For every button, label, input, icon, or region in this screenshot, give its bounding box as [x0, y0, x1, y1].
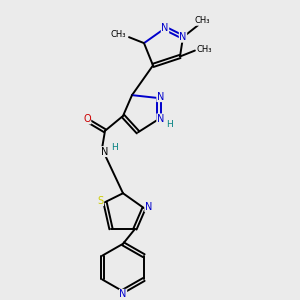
Text: N: N — [145, 202, 152, 212]
Text: O: O — [83, 114, 91, 124]
Text: CH₃: CH₃ — [196, 45, 212, 54]
Text: N: N — [101, 147, 109, 157]
Text: N: N — [179, 32, 187, 42]
Text: N: N — [157, 92, 164, 102]
Text: N: N — [161, 23, 169, 33]
Text: S: S — [98, 196, 103, 206]
Text: N: N — [119, 289, 127, 299]
Text: CH₃: CH₃ — [111, 30, 126, 39]
Text: CH₃: CH₃ — [195, 16, 210, 25]
Text: H: H — [111, 143, 117, 152]
Text: N: N — [157, 114, 164, 124]
Text: H: H — [166, 120, 173, 129]
